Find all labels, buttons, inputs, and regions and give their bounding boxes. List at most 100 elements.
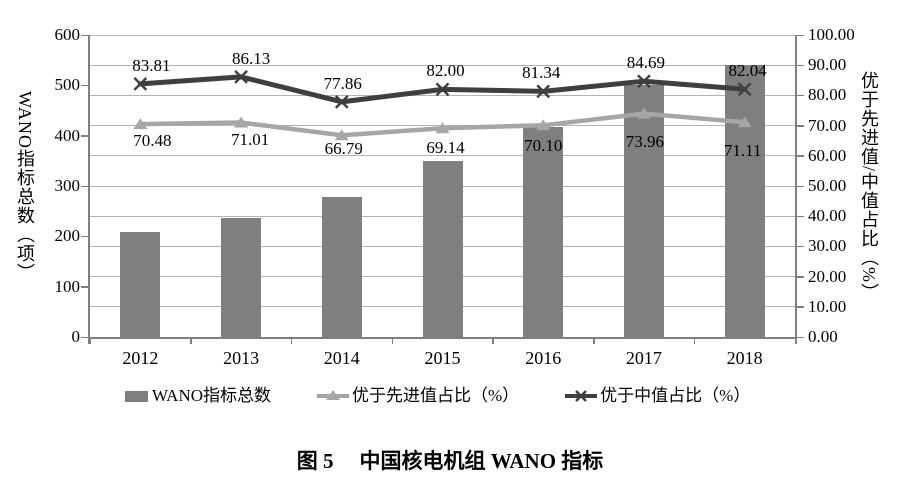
- x-tick-mark: [794, 337, 796, 344]
- right-tick-mark: [797, 215, 804, 218]
- right-axis-tick-label: 30.00: [808, 236, 847, 256]
- gridline: [90, 125, 795, 127]
- left-tick-mark: [81, 336, 88, 338]
- x-axis-tick-label: 2014: [323, 348, 360, 368]
- advanced-data-label: 73.96: [625, 131, 665, 151]
- legend-label-bar-series: WANO指标总数: [152, 386, 271, 405]
- left-axis-tick-label: 500: [54, 75, 81, 95]
- x-tick-mark: [693, 337, 696, 344]
- left-axis-tick-label: 200: [54, 226, 81, 246]
- right-axis-tick-label: 40.00: [808, 206, 847, 226]
- advanced-data-label: 71.11: [723, 141, 762, 161]
- x-marker: [133, 77, 148, 91]
- right-tick-mark: [797, 245, 804, 248]
- right-axis-tick-label: 20.00: [808, 266, 847, 286]
- x-axis-tick-label: 2017: [625, 348, 662, 368]
- right-axis-tick-label: 80.00: [808, 85, 847, 105]
- gridline: [90, 155, 795, 157]
- left-axis-tick-label: 0: [71, 327, 81, 346]
- median-data-label: 82.04: [728, 61, 767, 81]
- x-axis-tick-label: 2018: [726, 348, 763, 368]
- advanced-data-label: 66.79: [324, 139, 363, 159]
- x-axis-line: [88, 337, 797, 339]
- median-data-label: 81.34: [522, 63, 561, 83]
- left-tick-mark: [81, 286, 88, 288]
- x-tick-mark: [190, 337, 192, 344]
- median-data-label: 83.81: [132, 55, 171, 75]
- right-tick-mark: [797, 185, 804, 187]
- median-data-label: 84.69: [626, 53, 666, 73]
- left-tick-mark: [81, 34, 88, 36]
- x-tick-mark: [492, 337, 494, 344]
- legend-item-median-line: 优于中值占比（%）: [565, 386, 750, 406]
- right-tick-mark: [797, 306, 804, 308]
- bar-series-swatch-icon: [125, 391, 148, 402]
- median-data-label: 82.00: [426, 61, 465, 81]
- right-axis-tick-label: 0.00: [808, 327, 838, 346]
- gridline: [90, 34, 795, 36]
- right-axis-tick-label: 90.00: [808, 55, 847, 75]
- advanced-data-label: 70.10: [524, 136, 563, 156]
- x-marker: [234, 70, 248, 84]
- gridline: [90, 64, 795, 66]
- median-data-label: 86.13: [231, 48, 271, 68]
- right-tick-mark: [797, 155, 804, 157]
- x-marker: [334, 95, 349, 109]
- triangle-marker: [133, 118, 148, 130]
- left-tick-mark: [81, 235, 88, 238]
- advanced-data-label: 70.48: [133, 131, 172, 151]
- advanced-data-label: 71.01: [230, 129, 270, 149]
- x-axis-tick-label: 2016: [525, 348, 562, 368]
- right-tick-mark: [797, 64, 804, 67]
- right-tick-mark: [797, 336, 804, 338]
- right-axis-tick-label: 10.00: [808, 296, 847, 316]
- x-tick-mark: [89, 337, 91, 344]
- left-axis-line: [88, 35, 90, 344]
- left-tick-mark: [81, 135, 88, 137]
- median-data-label: 77.86: [323, 73, 362, 93]
- x-tick-mark: [290, 337, 293, 344]
- left-axis-title: WANO指标总数（项）: [15, 90, 35, 282]
- bar-2013: [221, 218, 262, 337]
- left-axis-tick-label: 300: [54, 176, 81, 195]
- x-axis-tick-label: 2013: [223, 348, 260, 368]
- bar-2017: [623, 85, 664, 337]
- left-axis-tick-label: 400: [54, 125, 81, 145]
- right-tick-mark: [797, 125, 804, 127]
- legend-label-median-line: 优于中值占比（%）: [600, 386, 751, 405]
- bar-2012: [120, 231, 161, 337]
- legend-item-advanced-line: 优于先进值占比（%）: [317, 386, 519, 406]
- advanced-data-label: 69.14: [426, 138, 465, 158]
- right-axis-line: [795, 35, 797, 344]
- x-tick-mark: [593, 337, 595, 344]
- bar-2014: [321, 196, 362, 337]
- right-tick-mark: [797, 276, 804, 278]
- figure-caption-text: 中国核电机组 WANO 指标: [359, 449, 604, 473]
- left-axis-tick-label: 600: [54, 25, 81, 44]
- triangle-marker: [435, 122, 450, 134]
- right-tick-mark: [797, 34, 804, 36]
- figure-caption: 图 5 中国核电机组 WANO 指标: [0, 445, 900, 475]
- legend-item-bar-series: WANO指标总数: [125, 386, 271, 406]
- right-axis-title: 优于先进值/中值占比（%）: [859, 70, 879, 302]
- x-axis-tick-label: 2012: [122, 348, 159, 368]
- right-tick-mark: [797, 94, 804, 97]
- bar-2018: [724, 65, 765, 337]
- gridline: [90, 94, 795, 96]
- x-axis-tick-label: 2015: [424, 348, 461, 368]
- right-axis-tick-label: 50.00: [808, 176, 847, 195]
- figure-caption-number: 图 5: [296, 449, 334, 473]
- bar-2015: [422, 161, 463, 337]
- x-marker-line-icon: [565, 390, 598, 402]
- left-axis-tick-label: 100: [54, 276, 81, 296]
- right-axis-tick-label: 100.00: [808, 25, 855, 44]
- left-tick-mark: [81, 84, 88, 87]
- legend: WANO指标总数 优于先进值占比（%） 优于中值占比（%）: [125, 386, 750, 406]
- x-tick-mark: [391, 337, 394, 344]
- legend-label-advanced-line: 优于先进值占比（%）: [352, 386, 520, 405]
- x-marker: [435, 82, 450, 97]
- triangle-line-icon: [317, 390, 349, 400]
- bar-2016: [523, 127, 564, 337]
- right-axis-tick-label: 60.00: [808, 145, 847, 165]
